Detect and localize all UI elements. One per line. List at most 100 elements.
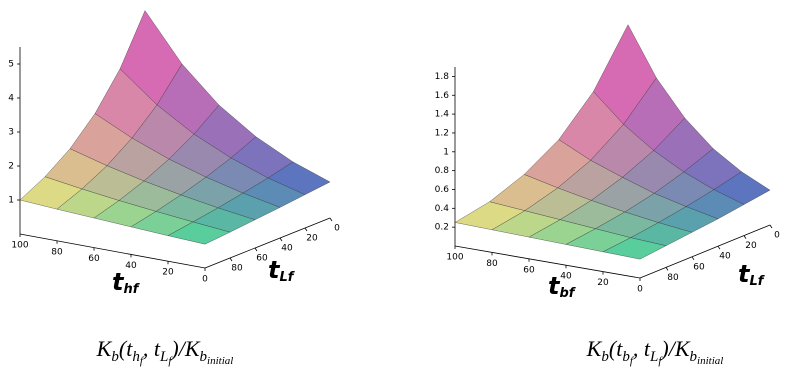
text-part: h [132,349,140,365]
x-axis [19,233,206,269]
surface-patch [602,237,667,260]
text-part: f [139,355,143,367]
text-part: b [622,349,630,365]
x-tick-label: 40 [560,272,572,282]
y-axis-label: tLf [268,258,293,284]
text-part: b [111,349,119,365]
text-part: t [268,256,280,284]
x-tick-label: 20 [597,278,609,288]
text-part: initial [207,355,234,367]
subscript: f [569,286,575,301]
text-part: K [586,336,602,361]
subscript: bf [559,286,574,301]
text-part: L [279,270,288,285]
z-tick-label: 1 [8,196,14,206]
x-tick-label: 80 [486,259,498,269]
x-tick-label: 40 [125,261,137,271]
z-tick-label: 1.8 [435,72,450,82]
subscript: f [288,270,294,285]
x-axis [454,245,641,279]
y-tick-label: 40 [281,244,293,254]
y-tick-label: 80 [231,264,243,274]
text-part: h [123,282,133,297]
text-part: L [749,274,758,289]
text-part: b [199,349,208,365]
x-tick-label: 0 [202,275,208,285]
text-part: )/K [171,336,200,361]
text-part: f [132,282,139,297]
subscript: b [111,349,119,365]
subscript: f [168,355,171,367]
y-tick-label: 0 [334,224,340,234]
y-tick [329,217,333,222]
z-tick-label: 1.2 [435,128,449,138]
subscript: Lf [160,349,171,367]
z-tick-label: 1.6 [435,91,450,101]
z-tick-label: 0.2 [435,223,449,233]
subscript: Lf [749,274,763,289]
surface [19,10,331,245]
text-part: K [96,336,112,361]
y-tick-label: 20 [745,241,757,251]
subscript: f [758,274,764,289]
text-part: t [112,268,124,296]
y-tick [304,227,308,232]
y-tick [691,256,695,261]
text-part: (t [608,336,623,361]
text-part: f [568,286,575,301]
subscript: b [601,349,609,365]
y-tick-label: 20 [306,234,318,244]
y-tick [279,237,283,242]
subscript: f [630,355,633,367]
y-tick [254,247,258,252]
subscript: f [133,282,139,297]
y-tick [769,224,773,229]
y-tick [665,267,669,271]
z-tick-label: 5 [8,60,14,70]
z-tick-label: 4 [8,94,14,104]
surface [454,24,771,260]
subscript: hf [123,282,138,297]
text-part: f [287,270,294,285]
z-tick-label: 1 [443,147,449,157]
y-axis-label: tLf [738,262,763,288]
subscript: Lf [279,270,293,285]
subscript: binitial [690,349,724,367]
y-tick-label: 80 [667,273,679,283]
text-part: f [658,355,662,367]
y-axis [204,217,331,269]
text-part: (t [118,336,133,361]
caption: Kb(tbf, tLf)/Kbinitial [587,338,724,367]
text-part: f [757,274,764,289]
surface-patch [167,221,231,245]
y-tick [229,257,233,262]
z-tick-label: 0.4 [435,204,450,214]
subscript: f [140,355,143,367]
z-tick-label: 0.6 [435,185,450,195]
caption: Kb(thf, tLf)/Kbinitial [97,338,234,367]
text-part: L [160,349,169,365]
subscript: initial [207,355,233,367]
y-tick-label: 0 [774,231,780,241]
x-axis-label: thf [112,270,138,296]
subscript: Lf [650,349,661,367]
text-part: t [548,272,560,300]
x-tick-label: 0 [637,285,643,295]
subscript: initial [697,355,723,367]
text-part: b [559,286,569,301]
text-part: b [601,349,609,365]
x-tick-label: 60 [523,265,535,275]
z-tick-label: 3 [8,128,14,138]
subscript: f [658,355,661,367]
x-tick-label: 80 [51,247,63,257]
y-tick-label: 40 [719,252,731,262]
y-tick [743,235,747,239]
x-tick-label: 100 [11,241,28,251]
text-part: , t [632,336,651,361]
text-part: t [738,260,750,288]
text-part: )/K [661,336,690,361]
x-tick-label: 20 [162,268,174,278]
subscript: bf [622,349,633,367]
